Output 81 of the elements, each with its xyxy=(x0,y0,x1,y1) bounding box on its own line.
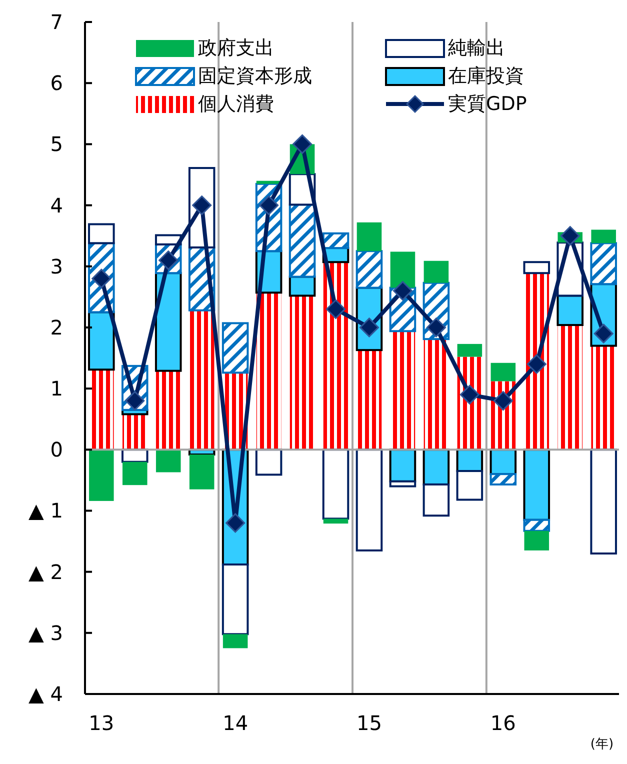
bar xyxy=(590,242,617,286)
bar xyxy=(356,350,382,450)
bar xyxy=(154,234,182,246)
bar xyxy=(156,370,181,450)
y-tick-label: ▲ 2 xyxy=(28,560,63,584)
bar xyxy=(556,294,584,326)
bar xyxy=(456,470,484,501)
bar xyxy=(89,450,114,501)
bar xyxy=(523,518,550,532)
bar xyxy=(222,563,249,636)
x-tick-label: 13 xyxy=(88,711,114,735)
bar xyxy=(356,222,382,252)
x-tick-label: 14 xyxy=(222,711,248,735)
point xyxy=(292,134,312,154)
bar xyxy=(156,450,181,472)
bar xyxy=(323,262,348,450)
bar xyxy=(189,310,214,450)
bar xyxy=(457,344,482,357)
point xyxy=(326,299,346,319)
y-tick-label: 4 xyxy=(50,193,63,218)
point xyxy=(493,391,513,411)
bar xyxy=(323,518,348,524)
bar xyxy=(424,260,449,283)
x-tick-label: 16 xyxy=(490,711,516,735)
point xyxy=(192,196,212,216)
bar xyxy=(422,483,450,517)
y-tick-label: 7 xyxy=(50,10,63,34)
bar xyxy=(222,322,249,374)
y-tick-label: 2 xyxy=(50,315,63,340)
bar xyxy=(524,273,550,450)
bar xyxy=(356,448,383,552)
y-tick-label: 0 xyxy=(50,438,63,462)
y-tick-label: 3 xyxy=(50,254,63,278)
bar xyxy=(88,223,115,244)
bar xyxy=(389,480,416,488)
y-tick-label: 5 xyxy=(50,132,63,156)
legend-label: 政府支出 xyxy=(198,37,274,59)
point xyxy=(125,391,145,411)
bar xyxy=(490,473,517,486)
bar xyxy=(524,530,550,550)
bar xyxy=(154,272,182,372)
legend-label: 個人消費 xyxy=(198,93,274,115)
point xyxy=(226,513,246,533)
legend-label: 純輸出 xyxy=(448,37,505,59)
bar xyxy=(288,276,316,297)
bar xyxy=(290,296,315,450)
y-tick-label: ▲ 4 xyxy=(28,682,63,706)
bar xyxy=(256,292,282,450)
point xyxy=(526,354,546,374)
bar xyxy=(288,204,316,278)
y-tick-label: ▲ 3 xyxy=(28,620,63,645)
legend-label: 在庫投資 xyxy=(448,65,524,87)
bar xyxy=(322,232,350,250)
bar xyxy=(322,448,350,520)
bar xyxy=(88,311,115,371)
point xyxy=(560,226,580,246)
bar xyxy=(591,346,616,450)
point xyxy=(594,324,614,344)
bar xyxy=(189,454,214,490)
bar xyxy=(591,230,616,244)
bar xyxy=(122,462,148,486)
bar xyxy=(490,362,516,382)
x-axis-title: (年) xyxy=(590,737,614,752)
bar xyxy=(523,448,550,521)
legend-label: 実質GDP xyxy=(448,93,527,115)
legend-label: 固定資本形成 xyxy=(198,65,312,87)
bar xyxy=(590,448,617,554)
point xyxy=(259,196,279,216)
y-tick-label: ▲ 1 xyxy=(28,498,63,523)
bar xyxy=(523,261,550,274)
bar xyxy=(390,252,416,288)
point xyxy=(392,281,412,301)
bar xyxy=(222,634,248,648)
y-tick-label: 1 xyxy=(50,376,63,401)
x-tick-label: 15 xyxy=(356,711,382,735)
point xyxy=(426,318,446,338)
bar xyxy=(356,250,383,289)
bar xyxy=(558,325,583,450)
y-tick-label: 6 xyxy=(50,71,63,96)
bar xyxy=(255,448,282,476)
point xyxy=(460,384,480,404)
